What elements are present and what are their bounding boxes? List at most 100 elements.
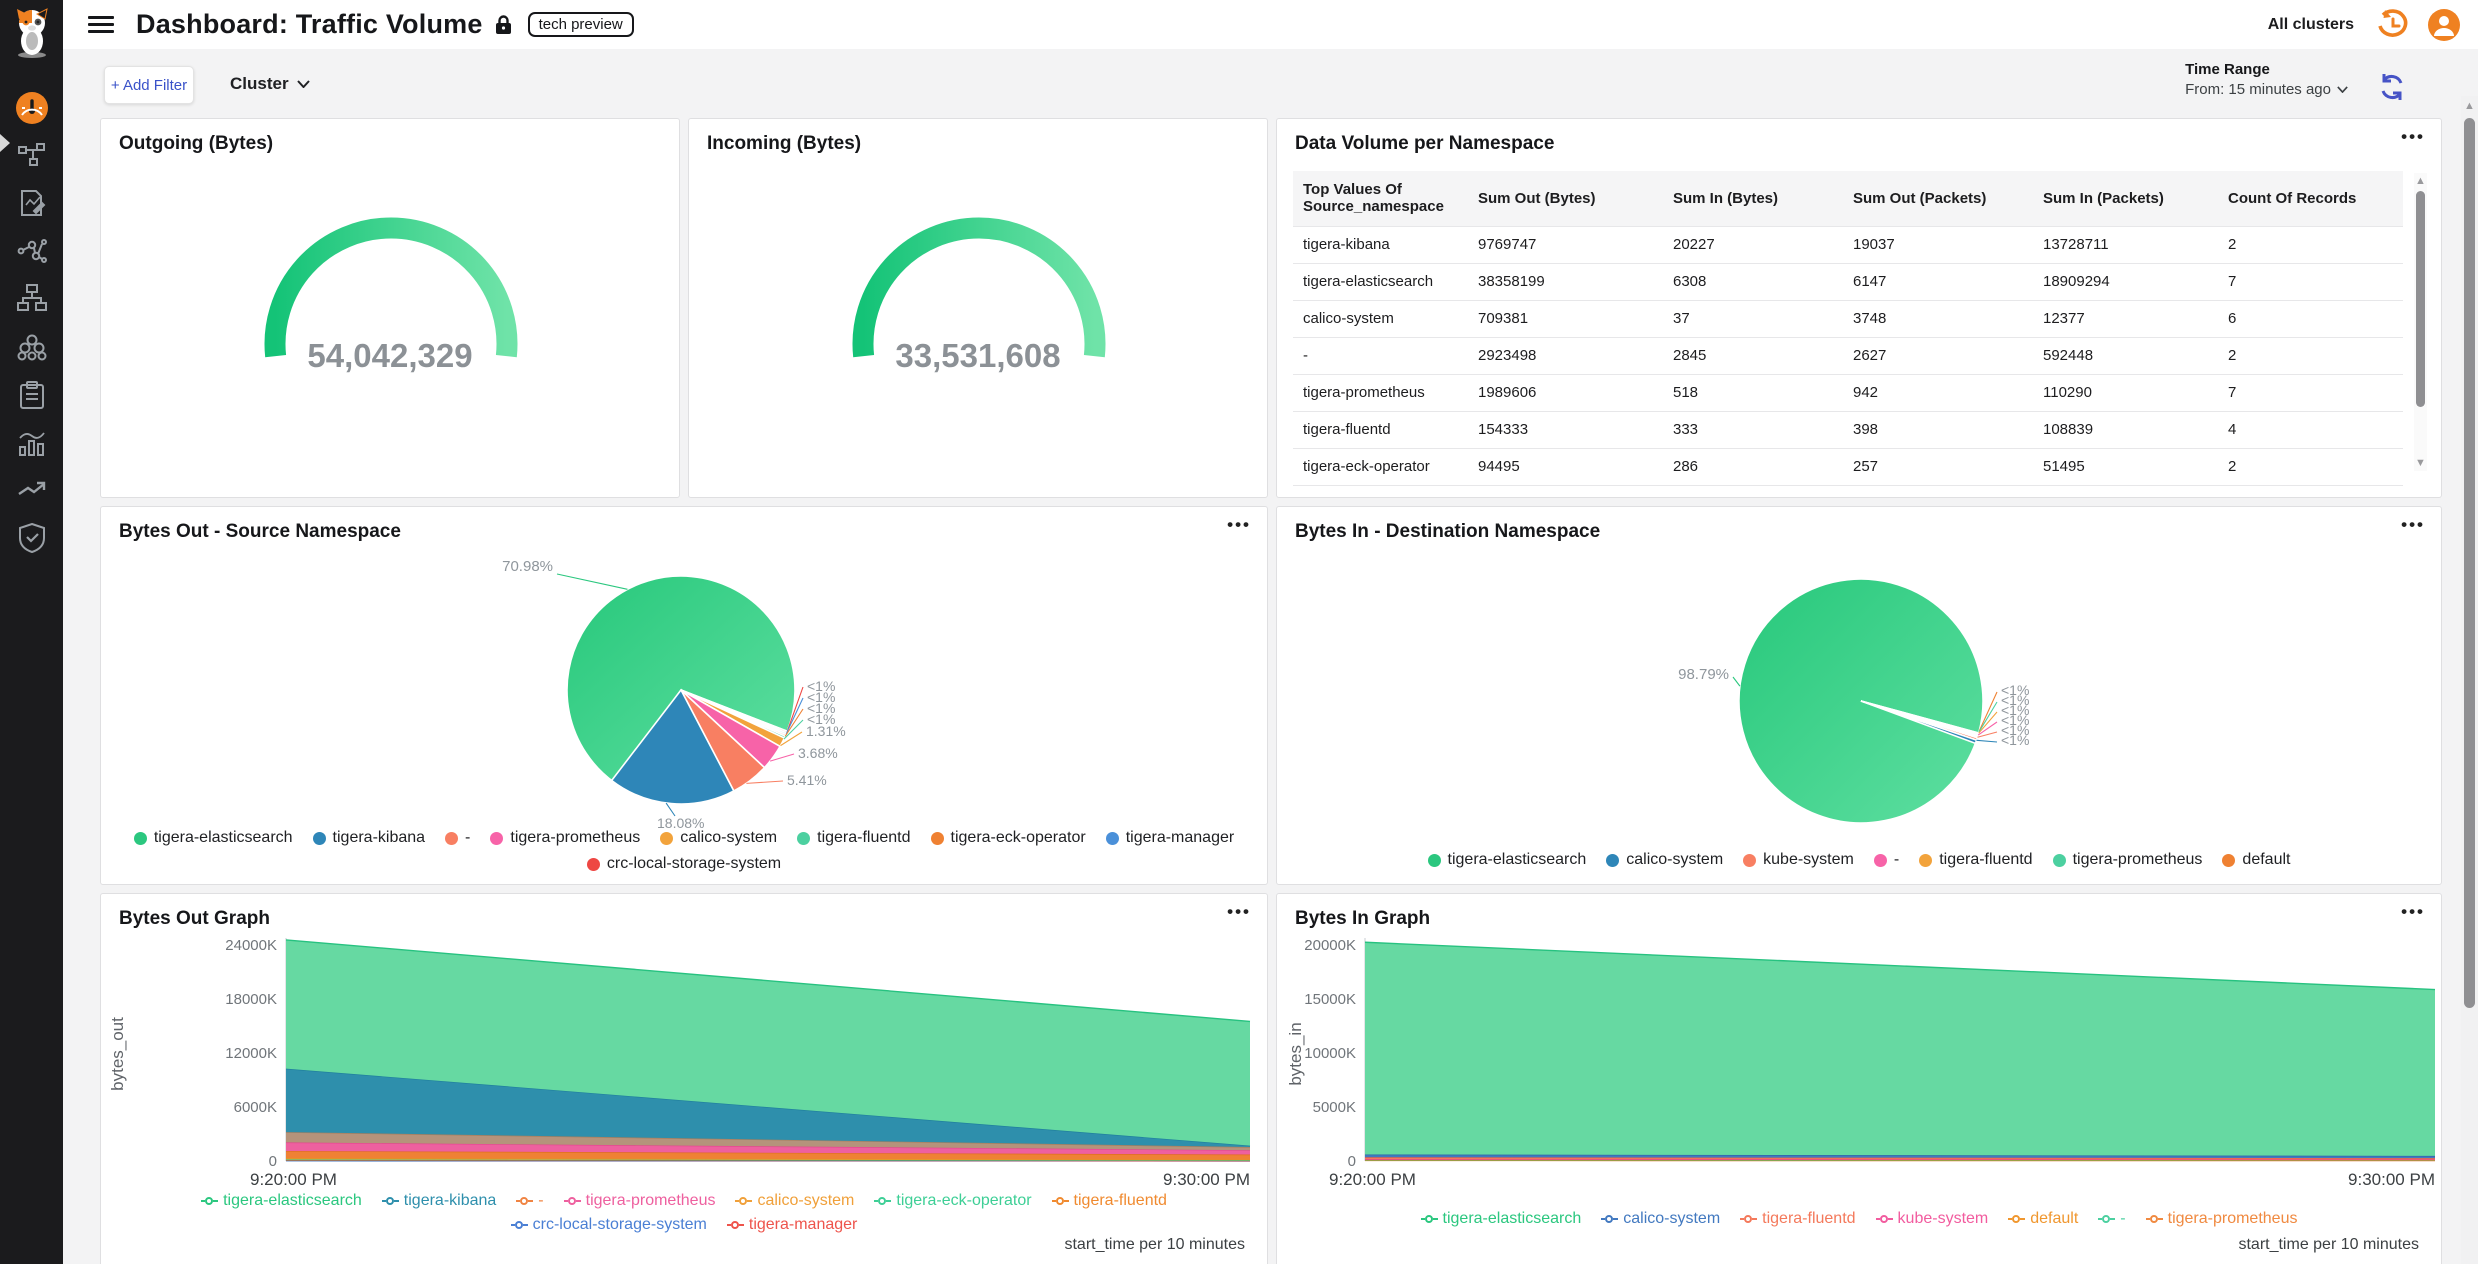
legend-item-tigera-kibana[interactable]: tigera-kibana bbox=[381, 1192, 496, 1210]
legend-item--[interactable]: - bbox=[445, 829, 470, 847]
legend-item-tigera-fluentd[interactable]: tigera-fluentd bbox=[1919, 851, 2033, 869]
y-tick-label: 20000K bbox=[1304, 937, 1356, 954]
refresh-icon[interactable] bbox=[2378, 73, 2406, 101]
user-avatar-icon[interactable] bbox=[2428, 8, 2460, 41]
card-menu-button[interactable]: ••• bbox=[2401, 515, 2425, 534]
legend-item-kube-system[interactable]: kube-system bbox=[1743, 851, 1854, 869]
page-scrollbar[interactable]: ▲ bbox=[2461, 96, 2478, 1264]
legend-label: tigera-kibana bbox=[332, 829, 426, 846]
column-header[interactable]: Sum Out (Bytes) bbox=[1468, 171, 1663, 226]
table-cell: calico-system bbox=[1293, 299, 1468, 337]
column-header[interactable]: Sum In (Packets) bbox=[2033, 171, 2218, 226]
pie-slice-tigera-kibana[interactable] bbox=[610, 688, 735, 805]
sidebar-item-policies[interactable] bbox=[0, 181, 63, 225]
area-band--[interactable] bbox=[286, 1132, 1250, 1151]
pie-slice-tigera-elasticsearch[interactable] bbox=[566, 575, 796, 784]
y-tick-label: 0 bbox=[1348, 1153, 1356, 1170]
column-header[interactable]: Count Of Records bbox=[2218, 171, 2403, 226]
legend-item-calico-system[interactable]: calico-system bbox=[1606, 851, 1723, 869]
legend-item-tigera-prometheus[interactable]: tigera-prometheus bbox=[563, 1192, 715, 1210]
legend-item-kube-system[interactable]: kube-system bbox=[1875, 1210, 1988, 1228]
sidebar-item-service-graph[interactable] bbox=[0, 134, 63, 178]
menu-toggle-button[interactable] bbox=[88, 12, 114, 37]
legend-item-calico-system[interactable]: calico-system bbox=[735, 1192, 854, 1210]
sidebar-item-activity[interactable] bbox=[0, 421, 63, 465]
legend-item-tigera-manager[interactable]: tigera-manager bbox=[726, 1216, 857, 1234]
card-menu-button[interactable]: ••• bbox=[1227, 515, 1251, 534]
column-header[interactable]: Sum Out (Packets) bbox=[1843, 171, 2033, 226]
legend-item--[interactable]: - bbox=[2098, 1210, 2126, 1228]
scroll-up-icon[interactable]: ▲ bbox=[2415, 175, 2426, 187]
bytes-out-graph-card: Bytes Out Graph ••• 0 6000K 12000K 18000K 24… bbox=[100, 893, 1268, 1264]
card-title: Bytes In - Destination Namespace bbox=[1295, 521, 1601, 542]
legend-item-calico-system[interactable]: calico-system bbox=[660, 829, 777, 847]
legend-item-crc-local-storage-system[interactable]: crc-local-storage-system bbox=[510, 1216, 707, 1234]
column-header[interactable]: Sum In (Bytes) bbox=[1663, 171, 1843, 226]
legend-item-default[interactable]: default bbox=[2008, 1210, 2078, 1228]
legend-item-tigera-fluentd[interactable]: tigera-fluentd bbox=[1740, 1210, 1856, 1228]
time-range-control[interactable]: Time Range From: 15 minutes ago bbox=[2185, 61, 2348, 98]
legend-item-calico-system[interactable]: calico-system bbox=[1601, 1210, 1720, 1228]
card-menu-button[interactable]: ••• bbox=[1227, 902, 1251, 921]
area-band-tigera-elasticsearch[interactable] bbox=[286, 939, 1250, 1146]
column-header[interactable]: Top Values Of Source_namespace bbox=[1293, 171, 1468, 226]
legend-item-tigera-elasticsearch[interactable]: tigera-elasticsearch bbox=[1420, 1210, 1581, 1228]
sidebar-item-clusters[interactable] bbox=[0, 325, 63, 369]
scroll-down-icon[interactable]: ▼ bbox=[2415, 457, 2426, 469]
table-row[interactable]: -2923498 2845 2627 592448 2 bbox=[1293, 336, 2403, 374]
sidebar-item-flow-visualizer[interactable] bbox=[0, 229, 63, 273]
legend-item-tigera-prometheus[interactable]: tigera-prometheus bbox=[2145, 1210, 2297, 1228]
legend-item-tigera-elasticsearch[interactable]: tigera-elasticsearch bbox=[133, 829, 293, 847]
graph-legend-row: tigera-elasticsearch calico-system tiger… bbox=[1277, 1210, 2441, 1228]
area-band-calico-system[interactable] bbox=[286, 1150, 1250, 1160]
sidebar-item-dashboard[interactable] bbox=[0, 86, 63, 130]
table-row[interactable]: tigera-kibana 9769747 20227 19037 13728711 2 bbox=[1293, 225, 2403, 263]
table-row[interactable]: tigera-prometheus 1989606 518 942 110290 7 bbox=[1293, 373, 2403, 411]
table-scrollbar[interactable]: ▲ ▼ bbox=[2414, 173, 2427, 471]
legend-label: crc-local-storage-system bbox=[606, 855, 782, 872]
area-band-tigera-prometheus[interactable] bbox=[286, 1142, 1250, 1155]
legend-item-tigera-kibana[interactable]: tigera-kibana bbox=[312, 829, 426, 847]
add-filter-button[interactable]: + Add Filter bbox=[104, 66, 194, 104]
legend-label: calico-system bbox=[1626, 851, 1724, 868]
legend-item-tigera-eck-operator[interactable]: tigera-eck-operator bbox=[930, 829, 1086, 847]
table-cell: 3748 bbox=[1843, 299, 2033, 337]
table-scrollbar-thumb[interactable] bbox=[2416, 191, 2425, 407]
legend-item-crc-local-storage-system[interactable]: crc-local-storage-system bbox=[586, 855, 782, 873]
table-row[interactable]: tigera-eck-operator 94495 286 257 51495 2 bbox=[1293, 447, 2403, 485]
legend-item-tigera-fluentd[interactable]: tigera-fluentd bbox=[1051, 1192, 1167, 1210]
card-menu-button[interactable]: ••• bbox=[2401, 127, 2425, 146]
legend-item-default[interactable]: default bbox=[2222, 851, 2290, 869]
legend-item-tigera-fluentd[interactable]: tigera-fluentd bbox=[797, 829, 911, 847]
table-cell: 333 bbox=[1663, 410, 1843, 448]
all-clusters-label[interactable]: All clusters bbox=[2267, 15, 2354, 33]
legend-item--[interactable]: - bbox=[1873, 851, 1899, 869]
legend-item-tigera-prometheus[interactable]: tigera-prometheus bbox=[490, 829, 640, 847]
table-row[interactable]: calico-system 709381 37 3748 12377 6 bbox=[1293, 299, 2403, 337]
shield-check-icon bbox=[18, 523, 45, 553]
scroll-up-icon[interactable]: ▲ bbox=[2464, 100, 2475, 112]
sidebar-item-threat-defense[interactable] bbox=[0, 516, 63, 560]
area-band-tigera-elasticsearch[interactable] bbox=[1365, 942, 2435, 1156]
sidebar-item-trends[interactable] bbox=[0, 468, 63, 512]
legend-item-tigera-prometheus[interactable]: tigera-prometheus bbox=[2052, 851, 2203, 869]
legend-label: tigera-prometheus bbox=[2072, 851, 2203, 868]
calico-logo[interactable] bbox=[0, 4, 63, 62]
card-title: Bytes Out - Source Namespace bbox=[119, 521, 401, 542]
table-row[interactable]: tigera-manager2790744150191543 bbox=[1293, 484, 2403, 497]
page-scrollbar-thumb[interactable] bbox=[2464, 118, 2475, 1008]
legend-item-tigera-elasticsearch[interactable]: tigera-elasticsearch bbox=[201, 1192, 362, 1210]
sidebar-item-network[interactable] bbox=[0, 276, 63, 320]
card-menu-button[interactable]: ••• bbox=[2401, 902, 2425, 921]
legend-item--[interactable]: - bbox=[516, 1192, 544, 1210]
legend-item-tigera-elasticsearch[interactable]: tigera-elasticsearch bbox=[1427, 851, 1586, 869]
series-marker-icon bbox=[1601, 1215, 1619, 1223]
legend-item-tigera-manager[interactable]: tigera-manager bbox=[1105, 829, 1234, 847]
table-row[interactable]: tigera-fluentd 154333 333 398 108839 4 bbox=[1293, 410, 2403, 448]
cluster-dropdown[interactable]: Cluster bbox=[230, 74, 310, 94]
table-row[interactable]: tigera-elasticsearch 38358199 6308 6147 1890… bbox=[1293, 262, 2403, 300]
pie-percent-label: 18.08% bbox=[657, 815, 704, 831]
sidebar-item-compliance[interactable] bbox=[0, 373, 63, 417]
history-icon[interactable] bbox=[2374, 8, 2408, 41]
legend-item-tigera-eck-operator[interactable]: tigera-eck-operator bbox=[874, 1192, 1032, 1210]
